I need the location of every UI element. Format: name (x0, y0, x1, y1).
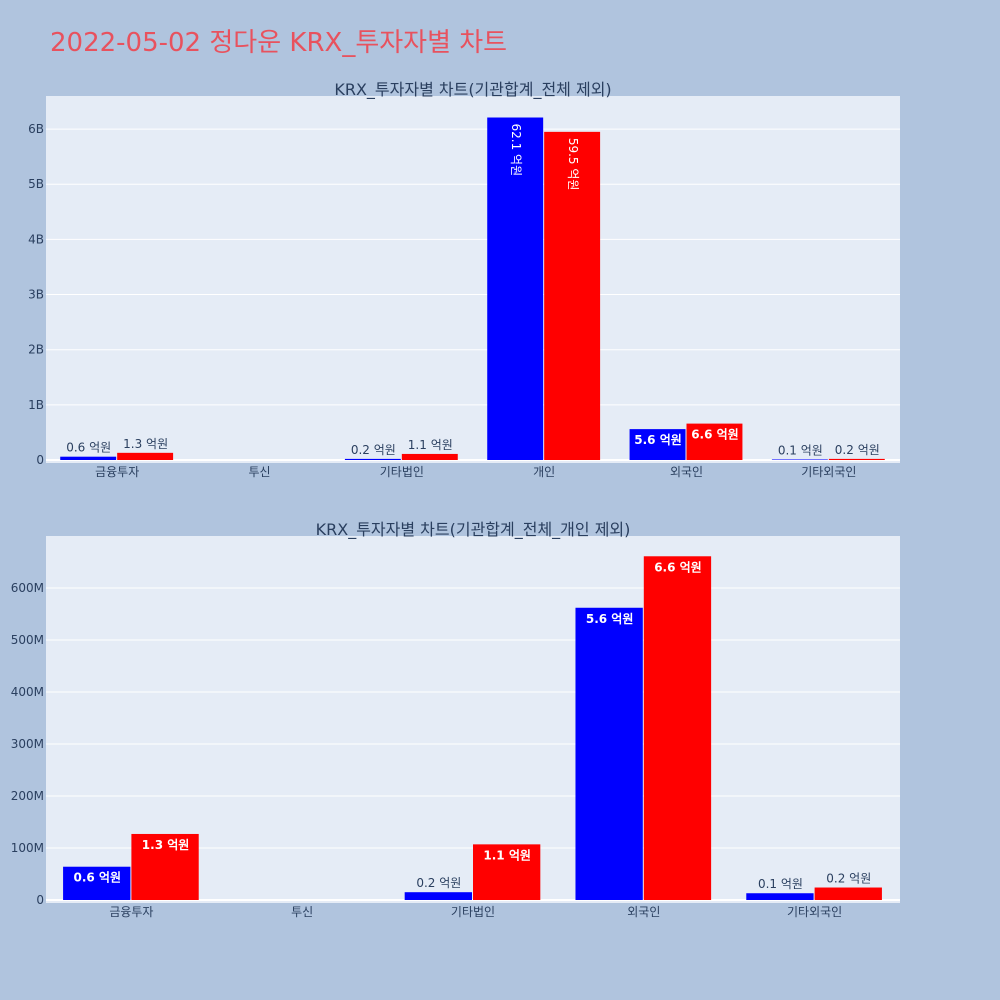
data-label: 62.1 억원 (509, 124, 523, 177)
bar (473, 844, 541, 900)
data-label: 0.1 억원 (758, 877, 803, 891)
y-tick-label: 600M (11, 581, 44, 595)
y-tick-label: 0 (36, 893, 44, 907)
y-tick-label: 5B (28, 177, 44, 191)
data-label: 0.2 억원 (835, 443, 880, 457)
data-label: 1.1 억원 (483, 848, 531, 862)
y-tick-label: 1B (28, 398, 44, 412)
bar (544, 131, 601, 460)
data-label: 5.6 억원 (634, 433, 682, 447)
y-tick-label: 3B (28, 288, 44, 302)
y-tick-label: 200M (11, 789, 44, 803)
bar (828, 458, 885, 460)
bar (63, 866, 131, 900)
x-tick-label: 외국인 (627, 905, 660, 919)
x-tick-label: 투신 (291, 905, 313, 919)
bar (401, 453, 458, 460)
x-tick-label: 기타법인 (451, 905, 495, 919)
x-tick-label: 기타법인 (380, 465, 424, 479)
bar (344, 458, 401, 460)
y-tick-label: 400M (11, 685, 44, 699)
data-label: 0.1 억원 (778, 443, 823, 457)
bar (117, 452, 174, 460)
bar (629, 429, 686, 460)
chart-title-1: KRX_투자자별 차트(기관합계_전체_개인 제외) (316, 520, 631, 540)
x-tick-label: 기타외국인 (787, 905, 842, 919)
data-label: 1.3 억원 (123, 437, 168, 451)
y-tick-label: 6B (28, 122, 44, 136)
bar (575, 607, 643, 900)
data-label: 5.6 억원 (586, 612, 634, 626)
bar (771, 459, 828, 460)
data-label: 0.6 억원 (73, 871, 121, 885)
data-label: 6.6 억원 (654, 560, 702, 574)
y-tick-label: 2B (28, 343, 44, 357)
y-tick-label: 100M (11, 841, 44, 855)
chart-title-0: KRX_투자자별 차트(기관합계_전체 제외) (334, 80, 611, 100)
y-tick-label: 500M (11, 633, 44, 647)
plot-area-0 (46, 96, 900, 463)
data-label: 1.3 억원 (142, 838, 190, 852)
x-tick-label: 금융투자 (109, 905, 153, 919)
data-label: 1.1 억원 (408, 438, 453, 452)
y-tick-label: 0 (36, 453, 44, 467)
x-tick-label: 외국인 (670, 465, 703, 479)
bar (686, 423, 743, 460)
bar (131, 833, 199, 900)
x-tick-label: 개인 (533, 465, 555, 479)
y-tick-label: 300M (11, 737, 44, 751)
bar (746, 893, 814, 900)
data-label: 0.2 억원 (416, 876, 461, 890)
y-tick-label: 4B (28, 232, 44, 246)
bar (643, 556, 712, 900)
data-label: 59.5 억원 (566, 138, 580, 191)
data-label: 6.6 억원 (691, 428, 739, 442)
data-label: 0.2 억원 (826, 872, 871, 886)
data-label: 0.2 억원 (351, 443, 396, 457)
bar (60, 456, 117, 460)
bar (404, 892, 472, 900)
x-tick-label: 투신 (248, 465, 270, 479)
page-title: 2022-05-02 정다운 KRX_투자자별 차트 (50, 28, 508, 58)
bar (814, 887, 882, 900)
data-label: 0.6 억원 (66, 441, 111, 455)
x-tick-label: 금융투자 (95, 465, 139, 479)
bar (487, 117, 544, 460)
x-tick-label: 기타외국인 (801, 465, 856, 479)
